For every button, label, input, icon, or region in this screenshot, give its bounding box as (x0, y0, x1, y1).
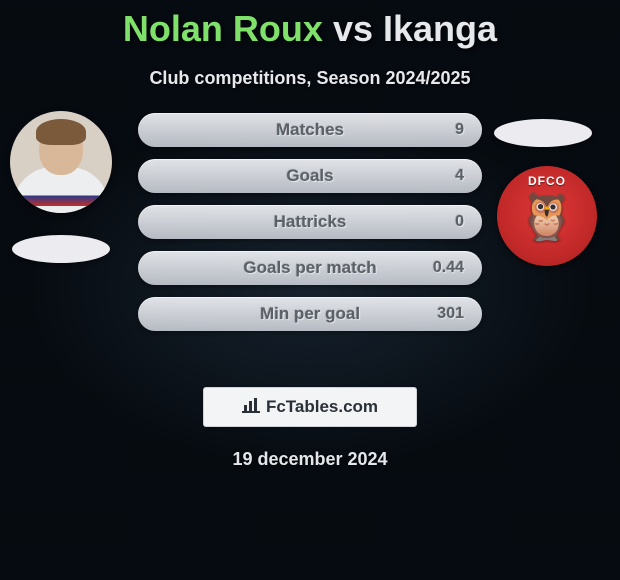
stat-row: Goals 4 (138, 159, 482, 193)
stat-value-right: 301 (437, 305, 464, 323)
stat-row: Goals per match 0.44 (138, 251, 482, 285)
watermark: FcTables.com (203, 387, 417, 427)
chart-icon (242, 397, 260, 418)
stat-value-right: 0 (455, 213, 464, 231)
player2-logo-oval (494, 119, 592, 147)
subtitle: Club competitions, Season 2024/2025 (0, 68, 620, 89)
stat-label: Goals (286, 166, 333, 186)
stat-row: Matches 9 (138, 113, 482, 147)
comparison-title: Nolan Roux vs Ikanga (0, 0, 620, 50)
stat-row: Min per goal 301 (138, 297, 482, 331)
player2-column: DFCO 🦉 (492, 166, 602, 266)
stat-label: Goals per match (243, 258, 376, 278)
owl-icon: 🦉 (518, 193, 575, 239)
stat-row: Hattricks 0 (138, 205, 482, 239)
title-vs: vs (333, 8, 373, 49)
player1-logo-oval (12, 235, 110, 263)
watermark-text: FcTables.com (266, 397, 378, 417)
player2-club-badge: DFCO 🦉 (497, 166, 597, 266)
player1-column (6, 111, 116, 263)
badge-text: DFCO (497, 174, 597, 188)
stat-label: Hattricks (274, 212, 347, 232)
player1-avatar (10, 111, 112, 213)
stat-value-right: 4 (455, 167, 464, 185)
title-player2: Ikanga (383, 8, 497, 49)
stat-value-right: 0.44 (433, 259, 464, 277)
date: 19 december 2024 (0, 449, 620, 470)
content-area: DFCO 🦉 Matches 9 Goals 4 Hattricks 0 Goa… (0, 111, 620, 371)
stat-label: Min per goal (260, 304, 360, 324)
stats-pills: Matches 9 Goals 4 Hattricks 0 Goals per … (138, 113, 482, 343)
stat-value-right: 9 (455, 121, 464, 139)
title-player1: Nolan Roux (123, 8, 323, 49)
player1-hair-shape (36, 119, 86, 145)
stat-label: Matches (276, 120, 344, 140)
